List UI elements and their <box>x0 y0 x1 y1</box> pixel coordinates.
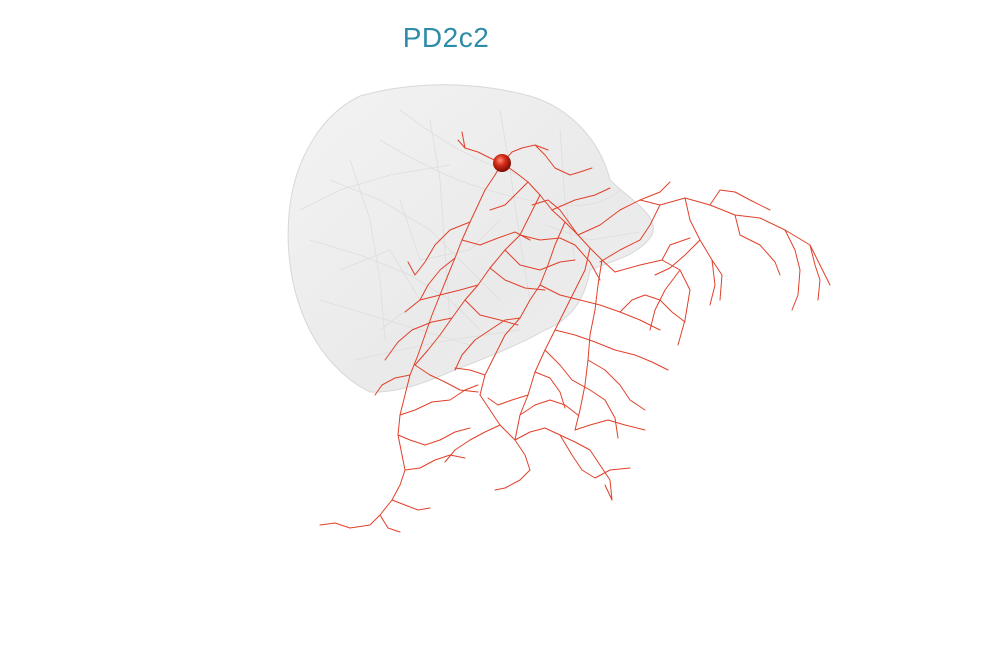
soma-marker <box>493 154 511 172</box>
neuron-title: PD2c2 <box>402 22 490 53</box>
neuropil-mesh <box>287 84 654 393</box>
